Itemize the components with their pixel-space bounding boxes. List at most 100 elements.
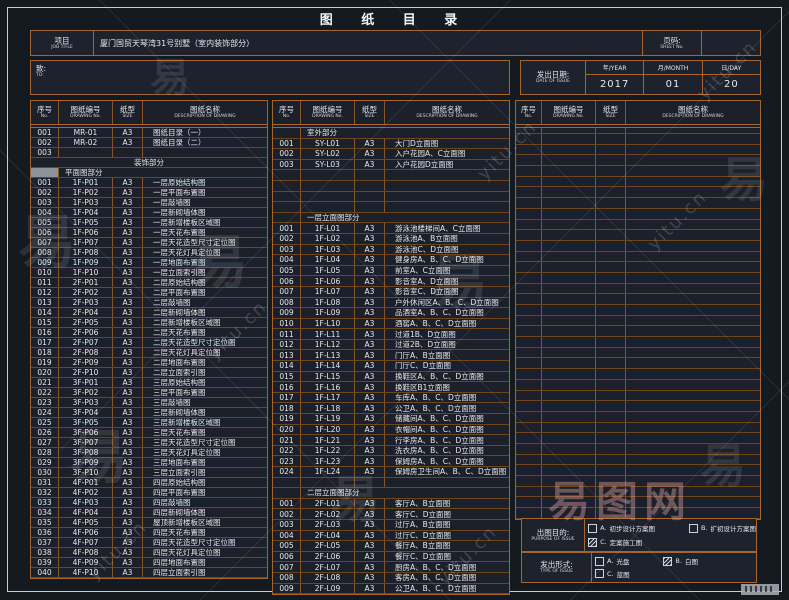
name-cell: 客厅A、B立面图 <box>395 499 451 509</box>
code-cell: MR-02 <box>59 138 113 147</box>
serial-cell <box>273 191 301 202</box>
serial-cell <box>516 283 542 294</box>
header-size: 纸型 SIZE <box>596 101 626 124</box>
table-row: 008 2F-L08 A3 客房A、B、C、D立面图 <box>273 572 509 584</box>
table-row: 013 1F-L13 A3 门厅A、B立面图 <box>273 350 509 362</box>
code-cell <box>301 191 355 202</box>
code-cell <box>542 251 596 262</box>
name-cell <box>143 148 267 157</box>
table-row: 004 1F-L04 A3 健身房A、B、C、D立面图 <box>273 255 509 266</box>
serial-cell: 009 <box>273 308 301 318</box>
empty-row <box>516 187 760 199</box>
section-row: 室外部分 <box>273 128 509 139</box>
size-cell: A3 <box>355 159 385 170</box>
name-cell: 过厅A、B立面图 <box>395 520 451 530</box>
name-cell: 品酒室A、B、C、D立面图 <box>395 308 484 318</box>
name-cell: 四层天花布置图 <box>153 528 206 537</box>
size-cell: A3 <box>113 378 143 387</box>
name-cell: 过道1B、D立面图 <box>395 329 456 339</box>
name-cell: 酒窖A、B、C、D立面图 <box>395 318 477 328</box>
header-no-en: No. <box>524 114 533 119</box>
size-cell: A3 <box>355 467 385 477</box>
name-cell: 屋顶新增楼板区域图 <box>153 518 221 527</box>
table-row: 013 2F-P03 A3 二层敲墙图 <box>31 298 267 308</box>
serial-cell <box>516 262 542 272</box>
name-cell: 图纸目录（一） <box>153 128 206 137</box>
serial-cell: 022 <box>31 388 59 397</box>
serial-cell <box>516 401 542 411</box>
serial-cell <box>273 128 301 138</box>
serial-cell: 032 <box>31 488 59 497</box>
size-cell: A3 <box>355 382 385 392</box>
empty-row <box>273 180 509 192</box>
name-cell <box>626 380 760 390</box>
table-row: 001 2F-L01 A3 客厅A、B立面图 <box>273 498 509 510</box>
serial-cell: 038 <box>31 548 59 557</box>
header-code: 图纸编号 DRAWING No. <box>301 101 355 124</box>
code-cell <box>301 170 355 180</box>
purpose-label-cell: 出图目的: PURPOSE OF ISSUE <box>522 519 586 551</box>
name-cell <box>626 401 760 411</box>
name-cell: 三层天花灯具定位图 <box>153 448 221 457</box>
code-cell: 1F-L14 <box>301 361 355 371</box>
serial-cell: 013 <box>31 298 59 307</box>
table-row: 002 2F-L02 A3 客厅C、D立面图 <box>273 509 509 520</box>
code-cell: 1F-L13 <box>301 350 355 361</box>
header-code-en: DRAWING No. <box>312 114 343 119</box>
option-label: 蓝图 <box>616 570 630 579</box>
header-name-en: DESCRIPTION OF DRAWING <box>174 114 236 119</box>
size-cell: A3 <box>355 551 385 562</box>
serial-cell: 018 <box>273 403 301 414</box>
empty-row <box>516 134 760 145</box>
size-cell <box>596 144 626 155</box>
right-table-body <box>516 128 760 519</box>
name-cell <box>626 284 760 294</box>
code-cell <box>542 379 596 390</box>
table-row: 022 1F-L22 A3 洗衣房A、B、C、D立面图 <box>273 445 509 457</box>
empty-row <box>516 411 760 423</box>
serial-cell: 031 <box>31 478 59 487</box>
table-row: 015 2F-P05 A3 二层新增楼板区域图 <box>31 318 267 328</box>
empty-row <box>516 198 760 209</box>
empty-row <box>516 219 760 231</box>
serial-cell: 017 <box>31 338 59 347</box>
table-row: 019 2F-P09 A3 二层地面布置图 <box>31 358 267 368</box>
name-cell: 影音室A、D立面图 <box>395 276 459 286</box>
purpose-option-b: B. 扩初设计方案图 <box>688 523 756 533</box>
empty-row <box>516 454 760 466</box>
code-cell: 1F-L10 <box>301 318 355 329</box>
code-cell: 2F-P02 <box>59 288 113 297</box>
header-code-cn: 图纸编号 <box>70 105 101 114</box>
purpose-label-en: PURPOSE OF ISSUE <box>531 536 575 542</box>
name-cell: 二层天花灯具定位图 <box>153 348 221 357</box>
code-cell <box>301 477 355 488</box>
size-cell: A3 <box>355 339 385 350</box>
size-cell: A3 <box>355 403 385 414</box>
header-name-cn: 图纸名称 <box>190 105 220 114</box>
serial-cell: 006 <box>31 228 59 237</box>
size-cell <box>596 465 626 475</box>
option-key: C. <box>607 569 614 578</box>
size-cell <box>596 497 626 508</box>
name-cell: 三层立面索引图 <box>153 468 206 477</box>
day-header: 日/DAY <box>702 61 760 75</box>
size-cell <box>596 337 626 347</box>
header-name: 图纸名称 DESCRIPTION OF DRAWING <box>143 101 267 124</box>
header-size-cn: 纸型 <box>362 105 377 114</box>
name-cell: 图纸目录（二） <box>153 138 206 147</box>
name-cell <box>626 337 760 347</box>
code-cell: 1F-P06 <box>59 228 113 237</box>
empty-row <box>516 443 760 455</box>
serial-cell <box>516 305 542 315</box>
code-cell <box>542 497 596 508</box>
serial-cell: 003 <box>31 148 59 157</box>
name-cell <box>626 187 760 197</box>
name-cell <box>626 209 760 219</box>
issue-date-box: 发出日期: DATE OF ISSUE 年/YEAR 2017 月/MONTH … <box>520 60 761 95</box>
code-cell: 1F-L08 <box>301 297 355 308</box>
name-cell <box>626 412 760 422</box>
name-cell: 影音室C、D立面图 <box>395 287 459 297</box>
size-cell: A3 <box>355 138 385 149</box>
size-cell: A3 <box>355 244 385 255</box>
type-option-row: A. 光盘 B. 白图 <box>595 556 756 566</box>
